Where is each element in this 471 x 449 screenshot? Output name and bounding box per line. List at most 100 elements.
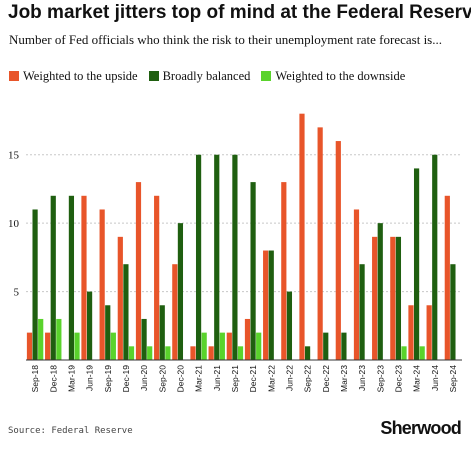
bar-downside — [237, 346, 244, 360]
source-note: Source: Federal Reserve — [8, 426, 133, 436]
bar-upside — [26, 332, 33, 360]
x-tick-label: Sep-24 — [448, 365, 458, 393]
bar-downside — [38, 318, 44, 360]
bar-balanced — [432, 154, 438, 360]
bar-balanced — [395, 236, 402, 360]
bar-balanced — [68, 195, 75, 360]
bar-upside — [208, 346, 214, 360]
x-tick-label: Dec-20 — [175, 365, 185, 393]
legend-label-upside: Weighted to the upside — [23, 68, 138, 83]
x-tick-label: Dec-22 — [321, 365, 331, 393]
bar-downside — [56, 318, 62, 360]
bar-balanced — [250, 182, 256, 360]
x-tick-label: Sep-18 — [30, 365, 40, 393]
bar-downside — [147, 346, 153, 360]
bar-balanced — [177, 223, 184, 360]
bar-balanced — [413, 168, 420, 360]
x-tick-label: Sep-19 — [103, 365, 113, 393]
bar-balanced — [232, 154, 238, 360]
bar-upside — [299, 113, 305, 361]
x-tick-label: Dec-19 — [121, 365, 131, 393]
x-tick-label: Sep-23 — [375, 365, 385, 393]
legend-item-balanced: Broadly balanced — [148, 68, 251, 84]
bar-balanced — [286, 291, 293, 360]
bar-upside — [390, 236, 396, 360]
bar-downside — [128, 346, 135, 360]
bar-upside — [99, 209, 105, 360]
bar-balanced — [50, 195, 56, 360]
legend-item-downside: Weighted to the downside — [261, 69, 405, 84]
bar-upside — [444, 195, 450, 360]
bar-upside — [335, 141, 341, 360]
bar-balanced — [268, 250, 274, 360]
bar-balanced — [377, 223, 383, 360]
bar-upside — [190, 346, 196, 360]
bar-downside — [401, 346, 407, 360]
bar-downside — [74, 332, 80, 360]
bar-downside — [419, 346, 425, 360]
legend-swatch-balanced — [148, 71, 159, 81]
x-tick-label: Sep-22 — [303, 365, 313, 393]
bar-balanced — [359, 264, 365, 360]
bar-upside — [226, 332, 232, 360]
x-tick-label: Dec-23 — [393, 365, 403, 393]
legend-label-downside: Weighted to the downside — [275, 68, 406, 83]
bar-downside — [219, 332, 225, 360]
bar-upside — [408, 305, 414, 360]
bar-upside — [117, 236, 123, 360]
bar-balanced — [304, 346, 311, 360]
bar-balanced — [341, 332, 347, 360]
bar-upside — [426, 305, 432, 360]
bar-downside — [201, 332, 207, 360]
bar-downside — [110, 332, 116, 360]
legend-swatch-upside — [9, 71, 19, 81]
bar-downside — [256, 332, 262, 360]
y-tick-label: 5 — [14, 287, 20, 299]
y-tick-label: 10 — [8, 218, 20, 230]
bar-upside — [353, 209, 360, 360]
legend-swatch-downside — [261, 71, 272, 81]
bar-upside — [45, 332, 51, 360]
x-tick-label: Jun-20 — [139, 365, 149, 391]
chart-title: Job market jitters top of mind at the Fe… — [8, 2, 471, 23]
bar-balanced — [141, 318, 147, 360]
x-tick-label: Sep-21 — [230, 365, 240, 393]
bar-upside — [154, 195, 160, 360]
x-tick-label: Jun-23 — [357, 365, 367, 391]
x-tick-label: Mar-19 — [66, 365, 76, 392]
legend-label-balanced: Broadly balanced — [162, 68, 251, 83]
x-tick-label: Jun-22 — [284, 365, 294, 391]
bar-balanced — [105, 305, 111, 360]
bar-downside — [165, 346, 171, 360]
x-tick-label: Mar-23 — [339, 365, 349, 392]
bar-upside — [135, 182, 142, 360]
y-tick-label: 15 — [8, 150, 20, 162]
bar-balanced — [123, 264, 129, 360]
bar-chart: 5 10 15 Sep-18 Dec-18 Mar-19 Jun-19 Sep-19 Dec-1… — [8, 113, 462, 393]
bar-upside — [317, 127, 323, 360]
bar-balanced — [195, 154, 202, 360]
x-tick-label: Jun-21 — [212, 365, 222, 391]
x-tick-label: Mar-21 — [194, 365, 204, 392]
bar-upside — [281, 182, 287, 360]
bar-balanced — [159, 305, 165, 360]
x-tick-label: Dec-18 — [48, 365, 58, 393]
legend-item-upside: Weighted to the upside — [9, 69, 138, 84]
bar-balanced — [32, 209, 38, 360]
bar-balanced — [450, 264, 456, 360]
bar-balanced — [214, 154, 220, 360]
x-tick-label: Sep-20 — [157, 365, 167, 393]
sherwood-logo: Sherwood — [380, 418, 461, 438]
bar-balanced — [86, 291, 93, 360]
bar-upside — [263, 250, 269, 360]
bar-upside — [244, 318, 251, 360]
bar-upside — [172, 264, 178, 360]
x-tick-label: Jun-19 — [85, 365, 95, 391]
x-tick-label: Mar-22 — [266, 365, 276, 392]
x-tick-label: Mar-24 — [412, 365, 422, 392]
bar-upside — [81, 195, 87, 360]
bar-balanced — [323, 332, 329, 360]
bar-upside — [372, 236, 378, 360]
x-tick-label: Dec-21 — [248, 365, 258, 393]
chart-subtitle: Number of Fed officials who think the ri… — [9, 32, 442, 47]
